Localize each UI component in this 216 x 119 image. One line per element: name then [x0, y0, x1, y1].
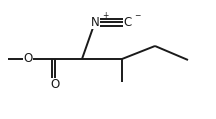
Text: −: −: [134, 12, 140, 20]
Text: +: +: [102, 12, 108, 20]
Text: C: C: [124, 15, 132, 28]
Text: O: O: [50, 79, 60, 92]
Text: N: N: [91, 15, 99, 28]
Text: O: O: [23, 52, 33, 65]
